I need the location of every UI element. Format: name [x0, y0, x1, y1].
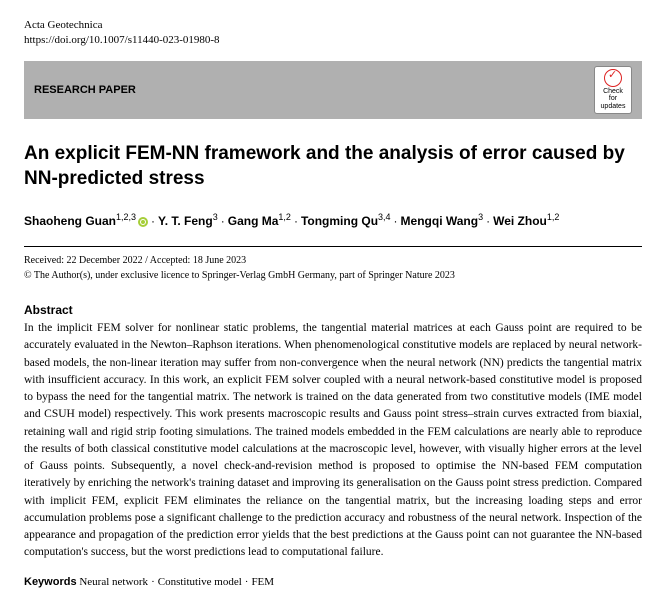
section-label: RESEARCH PAPER — [34, 84, 136, 96]
keywords-items: Neural network·Constitutive model·FEM — [79, 576, 274, 588]
author-separator: · — [151, 214, 155, 228]
paper-title: An explicit FEM-NN framework and the ana… — [24, 141, 642, 192]
abstract-heading: Abstract — [24, 303, 642, 317]
keywords-label: Keywords — [24, 576, 77, 588]
author-affiliation: 3,4 — [378, 212, 391, 222]
author-affiliation: 1,2,3 — [116, 212, 136, 222]
dates-block: Received: 22 December 2022 / Accepted: 1… — [24, 253, 642, 283]
abstract-text: In the implicit FEM solver for nonlinear… — [24, 320, 642, 562]
author-affiliation: 1,2 — [278, 212, 291, 222]
author-affiliation: 3 — [213, 212, 218, 222]
check-updates-text: Check for updates — [601, 88, 626, 110]
keyword: Neural network — [79, 576, 148, 588]
copyright-line: © The Author(s), under exclusive licence… — [24, 268, 642, 283]
author-separator: · — [486, 214, 490, 228]
doi-link[interactable]: https://doi.org/10.1007/s11440-023-01980… — [24, 34, 220, 46]
author-name: Tongming Qu — [301, 214, 378, 228]
keyword: Constitutive model — [158, 576, 242, 588]
journal-name: Acta Geotechnica — [24, 18, 642, 33]
keyword: FEM — [251, 576, 274, 588]
keyword-separator: · — [151, 576, 155, 588]
author-separator: · — [294, 214, 298, 228]
author-name: Shaoheng Guan — [24, 214, 116, 228]
divider — [24, 246, 642, 247]
author-separator: · — [221, 214, 225, 228]
check-updates-badge[interactable]: Check for updates — [594, 66, 632, 114]
author-affiliation: 3 — [478, 212, 483, 222]
section-banner: RESEARCH PAPER Check for updates — [24, 61, 642, 119]
orcid-icon[interactable] — [138, 217, 148, 227]
keyword-separator: · — [245, 576, 249, 588]
received-accepted: Received: 22 December 2022 / Accepted: 1… — [24, 253, 642, 268]
author-affiliation: 1,2 — [547, 212, 560, 222]
check-updates-icon — [604, 69, 622, 87]
keywords-line: Keywords Neural network·Constitutive mod… — [24, 576, 642, 588]
journal-header: Acta Geotechnica https://doi.org/10.1007… — [24, 18, 642, 49]
author-separator: · — [394, 214, 398, 228]
author-name: Y. T. Feng — [158, 214, 213, 228]
author-list: Shaoheng Guan1,2,3·Y. T. Feng3·Gang Ma1,… — [24, 212, 642, 228]
author-name: Mengqi Wang — [401, 214, 479, 228]
author-name: Wei Zhou — [493, 214, 547, 228]
author-name: Gang Ma — [228, 214, 279, 228]
